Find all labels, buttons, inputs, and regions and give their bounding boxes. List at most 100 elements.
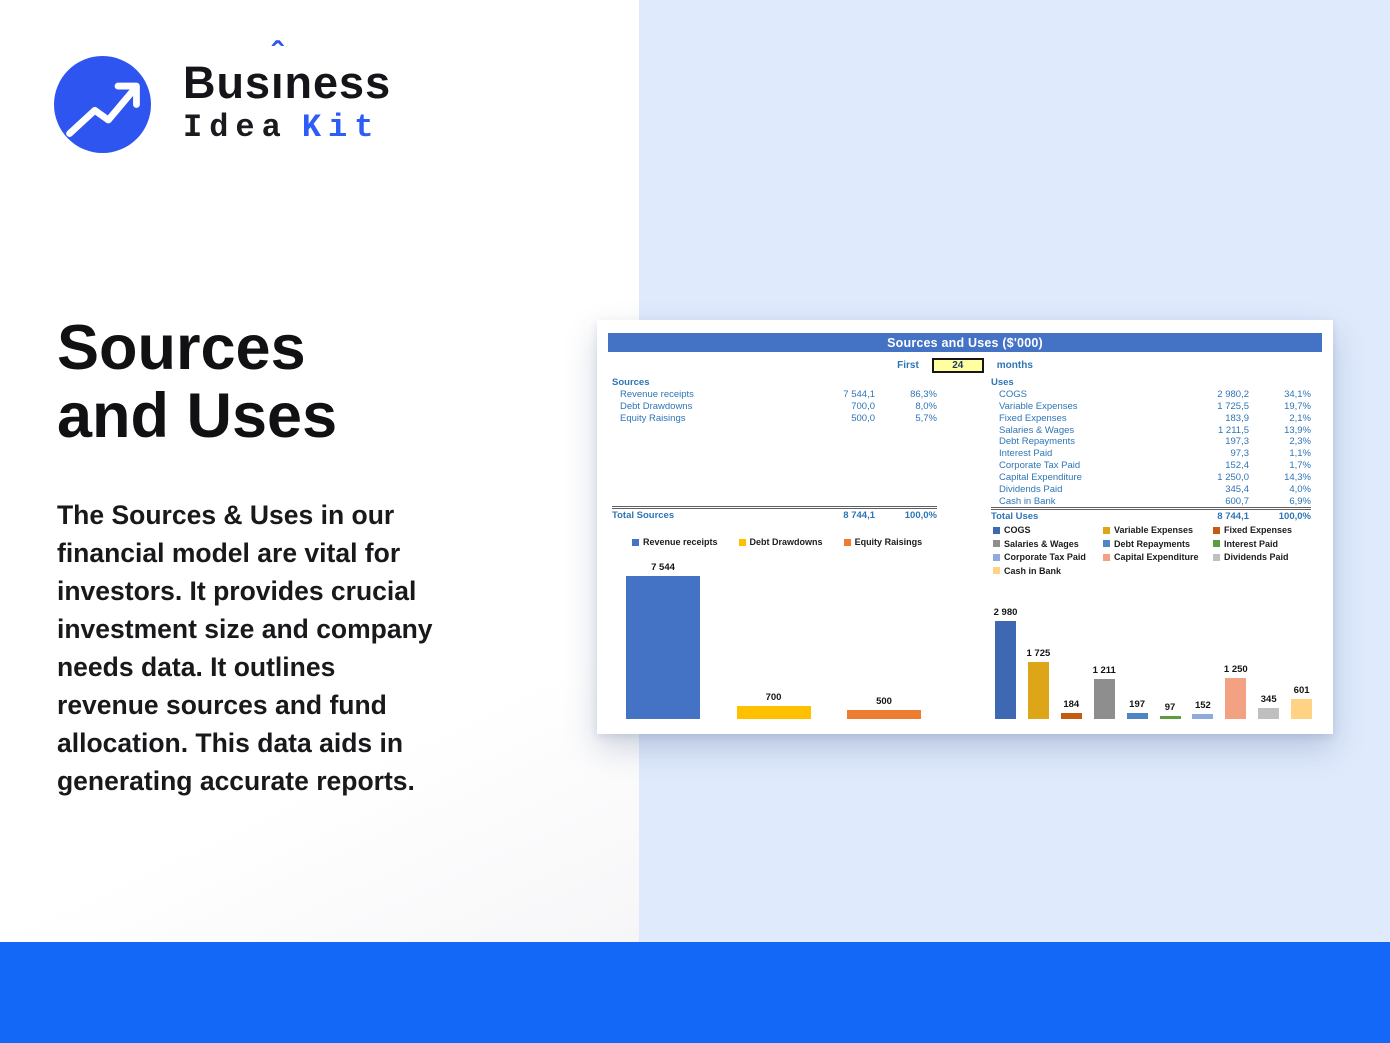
row-value: 7 544,1 <box>843 389 875 400</box>
legend-marker-icon <box>993 540 1000 547</box>
period-suffix-label: months <box>996 359 1033 371</box>
row-value: 700,0 <box>851 400 875 412</box>
row-label: Salaries & Wages <box>999 424 1075 436</box>
legend-label: Variable Expenses <box>1114 525 1194 535</box>
row-label: Corporate Tax Paid <box>999 460 1081 472</box>
brand-name: Busı ˆ ness Idea Kit <box>183 36 483 146</box>
legend-marker-icon <box>993 526 1000 534</box>
bar-fixed-expenses <box>1060 713 1082 719</box>
row-label: Debt Repayments <box>999 436 1076 448</box>
legend-label: Interest Paid <box>1224 538 1279 549</box>
period-row: First 24 months <box>597 357 1333 373</box>
legend-marker-icon <box>1103 526 1110 534</box>
legend-marker-icon <box>1213 526 1220 534</box>
row-label: Interest Paid <box>999 448 1053 460</box>
bar-value-label: 2 980 <box>993 607 1018 618</box>
bar-cogs <box>995 621 1016 719</box>
brand-text-post: ness <box>284 57 392 108</box>
table-row: Equity Raisings 500,0 5,7% <box>612 413 937 425</box>
bar-interest-paid <box>1159 715 1181 719</box>
row-percent: 8,0% <box>915 400 937 412</box>
legend-marker-icon <box>1103 553 1110 561</box>
uses-table: Uses COGS 2 980,2 34,1% Variable Expenses 1 … <box>991 376 1311 522</box>
bar-value-label: 601 <box>1293 685 1310 697</box>
table-row: Revenue receipts 7 544,1 86,3% <box>612 389 937 401</box>
table-row: Capital Expenditure 1 250,0 14,3% <box>991 472 1311 484</box>
row-percent: 6,9% <box>1289 495 1311 507</box>
page-title-line1: Sources <box>57 313 306 383</box>
legend-label: Dividends Paid <box>1224 552 1289 562</box>
bar-value-label: 184 <box>1063 699 1080 710</box>
uses-chart-legend: COGS Variable Expenses Fixed Expenses Salar… <box>993 525 1325 576</box>
uses-total-row: Total Uses 8 744,1 100,0% <box>991 507 1311 523</box>
legend-marker-icon <box>993 567 1000 574</box>
bar-value-label: 97 <box>1164 701 1176 713</box>
row-percent: 34,1% <box>1284 389 1311 400</box>
trend-arrow-icon <box>54 56 151 153</box>
legend-item: Dividends Paid <box>1213 552 1325 562</box>
row-label: Dividends Paid <box>999 483 1063 495</box>
legend-marker-icon <box>738 538 746 546</box>
row-value: 183,9 <box>1225 412 1249 424</box>
bar-debt-repayments <box>1126 712 1148 719</box>
sources-table-header: Sources <box>612 377 650 388</box>
row-label: Cash in Bank <box>999 495 1056 507</box>
row-value: 1 250,0 <box>1217 471 1249 483</box>
sources-table: Sources Revenue receipts 7 544,1 86,3% Debt… <box>612 376 937 522</box>
period-prefix-label: First <box>897 359 919 371</box>
total-percent: 100,0% <box>1278 511 1311 523</box>
legend-label: COGS <box>1004 525 1031 535</box>
legend-label: Capital Expenditure <box>1114 552 1199 562</box>
spreadsheet-title-bar: Sources and Uses ($'000) <box>608 333 1322 352</box>
table-row: Dividends Paid 345,4 4,0% <box>991 484 1311 496</box>
bar-debt-drawdowns <box>736 705 811 719</box>
legend-label: Corporate Tax Paid <box>1004 552 1086 562</box>
row-percent: 19,7% <box>1284 400 1311 412</box>
row-percent: 4,0% <box>1289 483 1311 495</box>
brand-caret-accent: ˆ <box>271 36 284 74</box>
brand-line1: Busı ˆ ness <box>183 36 483 108</box>
row-value: 97,3 <box>1230 448 1250 460</box>
row-label: Equity Raisings <box>620 412 686 424</box>
legend-label: Fixed Expenses <box>1224 525 1293 535</box>
row-label: Fixed Expenses <box>999 412 1067 424</box>
row-value: 345,4 <box>1225 483 1249 495</box>
legend-item: Cash in Bank <box>993 566 1103 576</box>
legend-marker-icon <box>632 538 639 546</box>
row-label: Debt Drawdowns <box>620 400 693 412</box>
uses-table-rows: COGS 2 980,2 34,1% Variable Expenses 1 725,5… <box>991 389 1311 507</box>
table-row: Fixed Expenses 183,9 2,1% <box>991 413 1311 425</box>
legend-item: COGS <box>993 525 1103 535</box>
page-title: Sources and Uses <box>57 314 337 450</box>
brand-text-pre: Bus <box>183 57 272 108</box>
row-value: 197,3 <box>1225 436 1249 448</box>
row-percent: 13,9% <box>1284 424 1311 436</box>
bar-cash-in-bank <box>1291 699 1313 719</box>
spreadsheet-card: Sources and Uses ($'000) First 24 months… <box>597 320 1333 734</box>
row-value: 1 725,5 <box>1217 400 1249 412</box>
legend-item: Debt Repayments <box>1103 539 1213 549</box>
row-value: 1 211,5 <box>1218 424 1249 436</box>
legend-item: Revenue receipts <box>632 537 718 547</box>
legend-label: Debt Repayments <box>1114 538 1191 549</box>
page-description: The Sources & Uses in our financial mode… <box>57 500 433 796</box>
sources-chart-legend: Revenue receipts Debt Drawdowns Equity Rai… <box>632 537 922 547</box>
bar-revenue-receipts <box>626 576 700 719</box>
bar-capital-expenditure <box>1225 677 1247 719</box>
legend-item: Fixed Expenses <box>1213 525 1325 535</box>
total-label: Total Sources <box>612 510 675 521</box>
row-label: COGS <box>999 389 1027 400</box>
row-percent: 5,7% <box>915 412 937 424</box>
bar-value-label: 500 <box>876 695 892 707</box>
table-row: Debt Repayments 197,3 2,3% <box>991 436 1311 448</box>
row-percent: 2,1% <box>1289 412 1311 424</box>
legend-marker-icon <box>843 538 851 546</box>
row-percent: 1,1% <box>1289 448 1311 460</box>
bottom-accent-bar <box>0 942 1390 1043</box>
legend-item: Salaries & Wages <box>993 539 1103 549</box>
row-percent: 14,3% <box>1284 471 1311 483</box>
table-row: Variable Expenses 1 725,5 19,7% <box>991 401 1311 413</box>
brand-kit-label: Kit <box>301 109 381 146</box>
period-input-cell[interactable]: 24 <box>931 357 984 373</box>
